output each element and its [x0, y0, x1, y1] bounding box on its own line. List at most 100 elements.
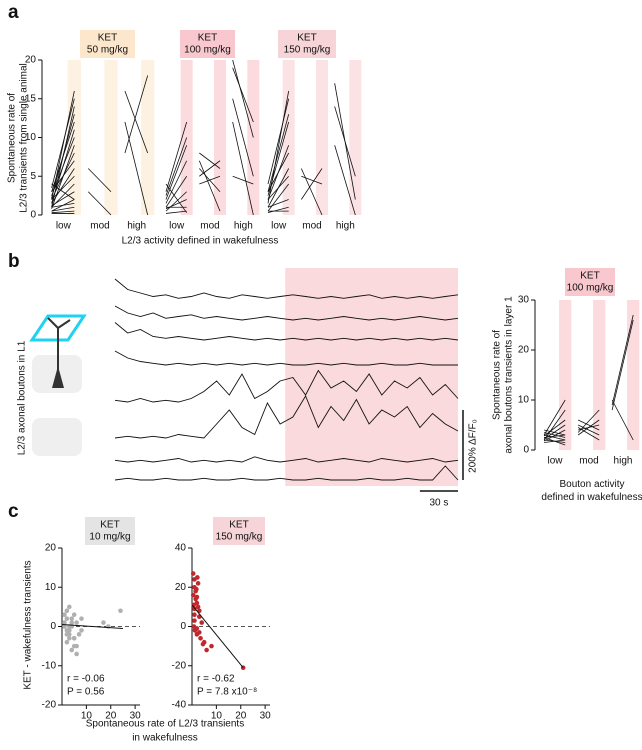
- point: [67, 635, 72, 641]
- point: [69, 616, 75, 621]
- y-tick-label: 0: [523, 445, 529, 456]
- paired-line: [165, 191, 187, 212]
- badge: [565, 268, 615, 296]
- trace: [114, 369, 459, 403]
- annotation: r = -0.06: [67, 674, 105, 685]
- ket-shade: [104, 60, 118, 215]
- paired-line: [51, 175, 75, 200]
- point: [69, 647, 75, 653]
- x-tick-label: 30: [260, 711, 272, 722]
- point: [190, 592, 196, 598]
- point: [190, 571, 196, 576]
- y-tick-label: 0: [30, 210, 36, 221]
- paired-line: [543, 399, 566, 436]
- paired-line: [165, 183, 187, 213]
- x-tick-label: 10: [81, 711, 93, 722]
- paired-line: [267, 98, 290, 185]
- point: [76, 632, 82, 637]
- x-tick-label: 20: [235, 711, 247, 722]
- fit-line: [61, 624, 123, 629]
- y-axis-title: axonal boutons transients in layer 1: [504, 296, 515, 454]
- paired-line: [301, 168, 323, 200]
- point: [67, 604, 72, 610]
- paired-line: [301, 175, 323, 185]
- trace: [114, 456, 459, 463]
- paired-line: [51, 202, 75, 208]
- x-tick-label: low: [547, 456, 563, 467]
- x-tick-label: mod: [200, 221, 219, 232]
- ket-shade: [141, 60, 155, 215]
- y-tick-label: 15: [25, 93, 37, 104]
- annotation: r = -0.62: [197, 674, 235, 685]
- ket-shade: [285, 268, 458, 486]
- paired-line: [577, 409, 600, 433]
- badge-text: 10 mg/kg: [89, 532, 130, 543]
- badge-text: KET: [198, 33, 217, 44]
- badge-text: 100 mg/kg: [567, 283, 614, 294]
- y-tick-label: 0: [50, 621, 56, 632]
- x-tick-label: mod: [90, 221, 109, 232]
- point: [62, 620, 67, 625]
- y-tick-label: 30: [518, 295, 530, 306]
- neuron-branch: [57, 319, 71, 329]
- trace: [114, 465, 459, 481]
- point: [199, 620, 205, 625]
- paired-line: [124, 121, 149, 216]
- x-tick-label: 30: [130, 711, 142, 722]
- badge: [80, 30, 135, 58]
- point: [62, 612, 67, 618]
- paired-line: [51, 210, 75, 214]
- point: [71, 643, 77, 649]
- ket-shade: [349, 60, 362, 215]
- panel-label: b: [8, 251, 20, 272]
- point: [64, 628, 70, 633]
- paired-line: [232, 67, 254, 123]
- paired-line: [334, 106, 356, 177]
- x-tick-label: high: [234, 221, 253, 232]
- paired-line: [165, 176, 187, 208]
- imaging-plane: [29, 314, 87, 342]
- ket-shade: [214, 60, 226, 215]
- badge-text: KET: [580, 271, 599, 282]
- paired-line: [267, 199, 289, 208]
- ket-shade: [593, 300, 606, 450]
- paired-line: [165, 137, 188, 196]
- paired-line: [544, 429, 566, 436]
- neuron-branch: [47, 317, 59, 329]
- point: [192, 612, 197, 618]
- point: [200, 641, 206, 647]
- point: [101, 620, 106, 625]
- paired-line: [199, 160, 221, 177]
- paired-line: [124, 75, 149, 154]
- y-tick-label: 20: [175, 582, 187, 593]
- x-tick-label: low: [271, 221, 287, 232]
- paired-line: [577, 419, 600, 431]
- paired-line: [51, 191, 75, 207]
- paired-line: [51, 90, 75, 200]
- badge-text: KET: [98, 33, 117, 44]
- ket-shade: [316, 60, 328, 215]
- paired-line: [232, 98, 254, 177]
- paired-line: [300, 168, 323, 216]
- point: [64, 632, 70, 637]
- point: [69, 620, 75, 625]
- x-tick-label: high: [336, 221, 355, 232]
- paired-line: [124, 90, 149, 154]
- paired-line: [199, 175, 221, 185]
- paired-line: [232, 59, 254, 138]
- point: [62, 624, 67, 629]
- badge: [85, 517, 135, 545]
- x-axis-title: Bouton activity: [559, 479, 624, 490]
- point: [197, 630, 202, 635]
- badge-text: KET: [297, 33, 316, 44]
- point: [195, 575, 200, 580]
- point: [195, 604, 201, 610]
- annotation: P = 7.8 x10⁻⁸: [197, 687, 257, 698]
- paired-line: [267, 114, 290, 192]
- point: [64, 608, 70, 614]
- y-tick-label: -20: [42, 700, 57, 711]
- paired-line: [51, 129, 75, 204]
- paired-line: [87, 168, 112, 193]
- y-tick-label: -40: [172, 700, 187, 711]
- badge-text: KET: [229, 520, 248, 531]
